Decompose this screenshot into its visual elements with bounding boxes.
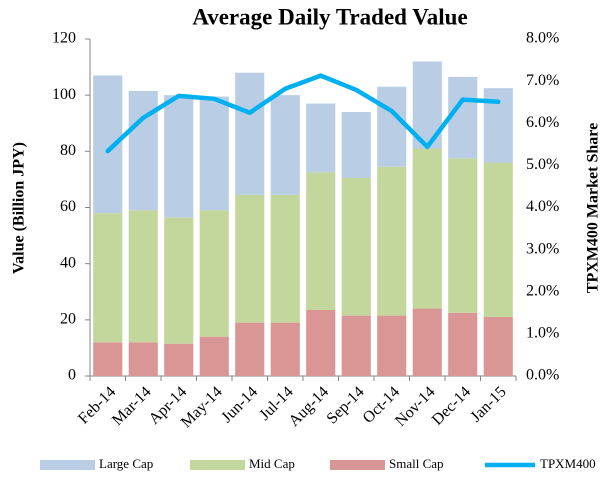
legend-label: TPXM400	[540, 456, 596, 471]
x-tick-label: Jan-15	[467, 383, 509, 425]
y-tick-label: 0	[68, 367, 76, 384]
bar	[306, 172, 336, 311]
bar	[306, 103, 336, 173]
bar	[270, 194, 300, 323]
bar	[483, 162, 513, 318]
bar	[448, 76, 478, 159]
y2-tick-label: 2.0%	[526, 282, 559, 299]
bar	[93, 213, 123, 343]
bar	[128, 342, 158, 376]
bar	[270, 322, 300, 376]
y-axis-title: Value (Billion JPY)	[11, 142, 28, 274]
bar	[270, 95, 300, 195]
bar	[235, 322, 265, 376]
bar	[164, 217, 194, 344]
legend-label: Large Cap	[99, 456, 153, 471]
y-tick-label: 60	[60, 198, 76, 215]
y2-tick-label: 4.0%	[526, 198, 559, 215]
y2-axis-title: TPXM400 Market Share	[585, 123, 602, 293]
y-tick-label: 100	[52, 86, 76, 103]
y2-tick-label: 0.0%	[526, 367, 559, 384]
bar	[164, 343, 194, 376]
y2-tick-label: 5.0%	[526, 156, 559, 173]
bar	[199, 336, 229, 376]
bar	[341, 112, 371, 179]
y2-tick-label: 6.0%	[526, 114, 559, 131]
x-tick-label: Dec-14	[429, 383, 474, 428]
legend-label: Mid Cap	[249, 456, 295, 471]
bar	[93, 342, 123, 376]
bar	[377, 166, 407, 316]
x-tick-label: Sep-14	[324, 383, 368, 427]
bar	[164, 95, 194, 218]
y2-tick-label: 7.0%	[526, 72, 559, 89]
bar	[448, 158, 478, 313]
bar	[235, 194, 265, 323]
bar	[412, 308, 442, 376]
bar	[128, 210, 158, 343]
y2-tick-label: 8.0%	[526, 30, 559, 47]
y-tick-label: 40	[60, 254, 76, 271]
y2-tick-label: 3.0%	[526, 240, 559, 257]
bar	[341, 315, 371, 376]
y-tick-label: 120	[52, 30, 76, 47]
bar	[341, 178, 371, 316]
bar	[483, 317, 513, 376]
chart-title: Average Daily Traded Value	[192, 4, 467, 29]
y2-tick-label: 1.0%	[526, 325, 559, 342]
x-tick-label: Nov-14	[392, 383, 439, 430]
bar	[306, 310, 336, 376]
bar	[199, 210, 229, 337]
legend-swatch	[40, 460, 95, 470]
x-tick-label: Jun-14	[218, 383, 261, 426]
legend-label: Small Cap	[389, 456, 444, 471]
bar	[412, 148, 442, 309]
y-tick-label: 80	[60, 142, 76, 159]
x-tick-label: Aug-14	[286, 383, 333, 430]
line	[105, 73, 501, 154]
bar	[448, 312, 478, 376]
y-tick-label: 20	[60, 311, 76, 328]
bar	[199, 96, 229, 211]
legend-swatch	[330, 460, 385, 470]
bar	[377, 86, 407, 167]
legend-swatch	[190, 460, 245, 470]
x-tick-label: Mar-14	[109, 383, 155, 429]
bar	[235, 72, 265, 195]
bar	[377, 315, 407, 376]
